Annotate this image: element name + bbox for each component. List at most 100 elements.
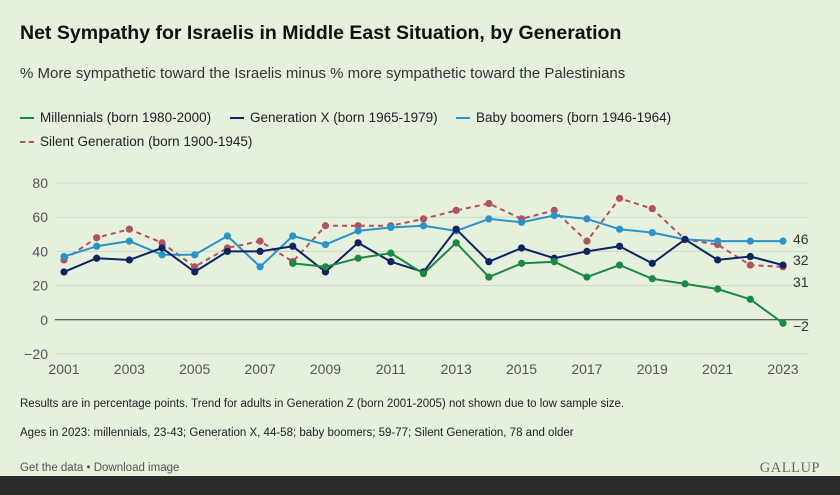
data-point-2 — [550, 211, 558, 220]
end-label-1: 32 — [793, 252, 809, 268]
data-point-2 — [517, 218, 526, 226]
data-point-2 — [321, 240, 330, 249]
legend-swatch-gen-x — [230, 116, 244, 119]
data-point-1 — [256, 247, 264, 255]
x-tick-label: 2007 — [245, 361, 276, 377]
x-tick-label: 2021 — [702, 361, 733, 377]
data-point-2 — [60, 252, 68, 261]
x-tick-label: 2023 — [767, 361, 798, 377]
data-point-1 — [387, 258, 395, 266]
data-point-1 — [289, 242, 297, 250]
data-point-1 — [779, 261, 787, 269]
legend-swatch-silent-generation — [20, 140, 34, 143]
legend-swatch-millennials — [20, 116, 34, 119]
x-tick-label: 2001 — [48, 361, 79, 377]
data-point-2 — [289, 232, 297, 240]
data-point-2 — [746, 237, 754, 245]
legend-item-millennials: Millennials (born 1980-2000) — [20, 110, 211, 125]
data-point-1 — [583, 247, 591, 255]
download-image-link[interactable]: Download image — [93, 462, 180, 474]
x-tick-label: 2009 — [310, 361, 341, 377]
data-point-3 — [452, 206, 460, 214]
data-point-0 — [387, 249, 395, 257]
data-point-0 — [583, 273, 591, 281]
data-point-2 — [779, 237, 787, 245]
chart-title: Net Sympathy for Israelis in Middle East… — [20, 22, 622, 44]
data-point-0 — [452, 239, 460, 247]
data-point-0 — [321, 263, 330, 271]
x-tick-label: 2005 — [179, 361, 210, 377]
data-point-2 — [223, 232, 232, 240]
note-ages: Ages in 2023: millennials, 23-43; Genera… — [20, 427, 574, 439]
data-point-0 — [681, 280, 689, 288]
x-tick-label: 2011 — [376, 361, 406, 377]
bottom-bar — [0, 476, 840, 495]
gallup-logo: GALLUP — [759, 460, 820, 476]
data-point-0 — [419, 270, 428, 278]
data-point-1 — [615, 242, 624, 250]
y-tick-label: 40 — [32, 243, 48, 259]
footer: Get the data • Download image GALLUP — [0, 460, 840, 495]
data-point-1 — [648, 259, 656, 267]
legend-swatch-baby-boomers — [456, 116, 470, 119]
chart-subtitle: % More sympathetic toward the Israelis m… — [20, 65, 626, 82]
legend-label-gen-x: Generation X (born 1965-1979) — [250, 110, 438, 125]
legend-item-gen-x: Generation X (born 1965-1979) — [230, 110, 438, 125]
y-tick-label: −20 — [24, 346, 48, 362]
data-point-1 — [517, 244, 526, 252]
data-point-3 — [746, 261, 754, 269]
data-point-1 — [93, 254, 101, 262]
x-tick-label: 2013 — [441, 361, 472, 377]
data-point-3 — [615, 194, 624, 202]
data-point-3 — [583, 237, 591, 245]
data-point-3 — [125, 225, 133, 233]
data-point-2 — [583, 215, 591, 223]
legend-label-millennials: Millennials (born 1980-2000) — [40, 110, 212, 125]
data-point-2 — [191, 251, 199, 259]
data-point-1 — [452, 225, 460, 233]
end-label-0: −2 — [793, 318, 809, 334]
end-label-3: 31 — [793, 274, 809, 290]
data-point-3 — [485, 199, 493, 208]
data-point-3 — [354, 222, 362, 230]
x-tick-label: 2015 — [506, 361, 537, 377]
legend-label-baby-boomers: Baby boomers (born 1946-1964) — [476, 110, 672, 125]
data-point-3 — [191, 263, 199, 271]
y-tick-label: 20 — [32, 278, 48, 294]
data-point-0 — [648, 275, 656, 283]
footer-separator: • — [83, 462, 94, 474]
data-point-0 — [517, 259, 526, 267]
data-point-3 — [321, 222, 330, 230]
y-tick-label: 0 — [40, 312, 48, 328]
data-point-2 — [615, 225, 624, 233]
data-point-3 — [256, 237, 264, 245]
series-line-0 — [292, 241, 784, 325]
data-point-2 — [648, 228, 656, 237]
data-point-1 — [746, 252, 754, 261]
get-data-link[interactable]: Get the data — [20, 462, 84, 474]
data-point-0 — [289, 259, 297, 267]
data-point-2 — [125, 237, 133, 245]
footer-links: Get the data • Download image — [20, 462, 179, 474]
data-point-3 — [93, 234, 101, 242]
data-point-3 — [550, 206, 558, 214]
x-tick-label: 2017 — [571, 361, 602, 377]
data-point-2 — [485, 215, 493, 223]
data-point-2 — [354, 227, 362, 235]
data-point-3 — [158, 239, 166, 247]
data-point-2 — [387, 223, 395, 232]
data-point-1 — [321, 268, 330, 276]
x-tick-label: 2003 — [114, 361, 145, 377]
data-point-0 — [779, 319, 787, 327]
data-point-2 — [158, 251, 166, 259]
data-point-1 — [60, 268, 68, 276]
data-point-2 — [419, 222, 428, 230]
data-point-1 — [714, 256, 722, 264]
data-point-0 — [746, 295, 754, 303]
note-sample-size: Results are in percentage points. Trend … — [20, 398, 625, 410]
series-line-3 — [63, 197, 784, 268]
data-point-2 — [93, 242, 101, 250]
end-label-2: 46 — [793, 231, 809, 247]
data-point-2 — [714, 237, 722, 245]
